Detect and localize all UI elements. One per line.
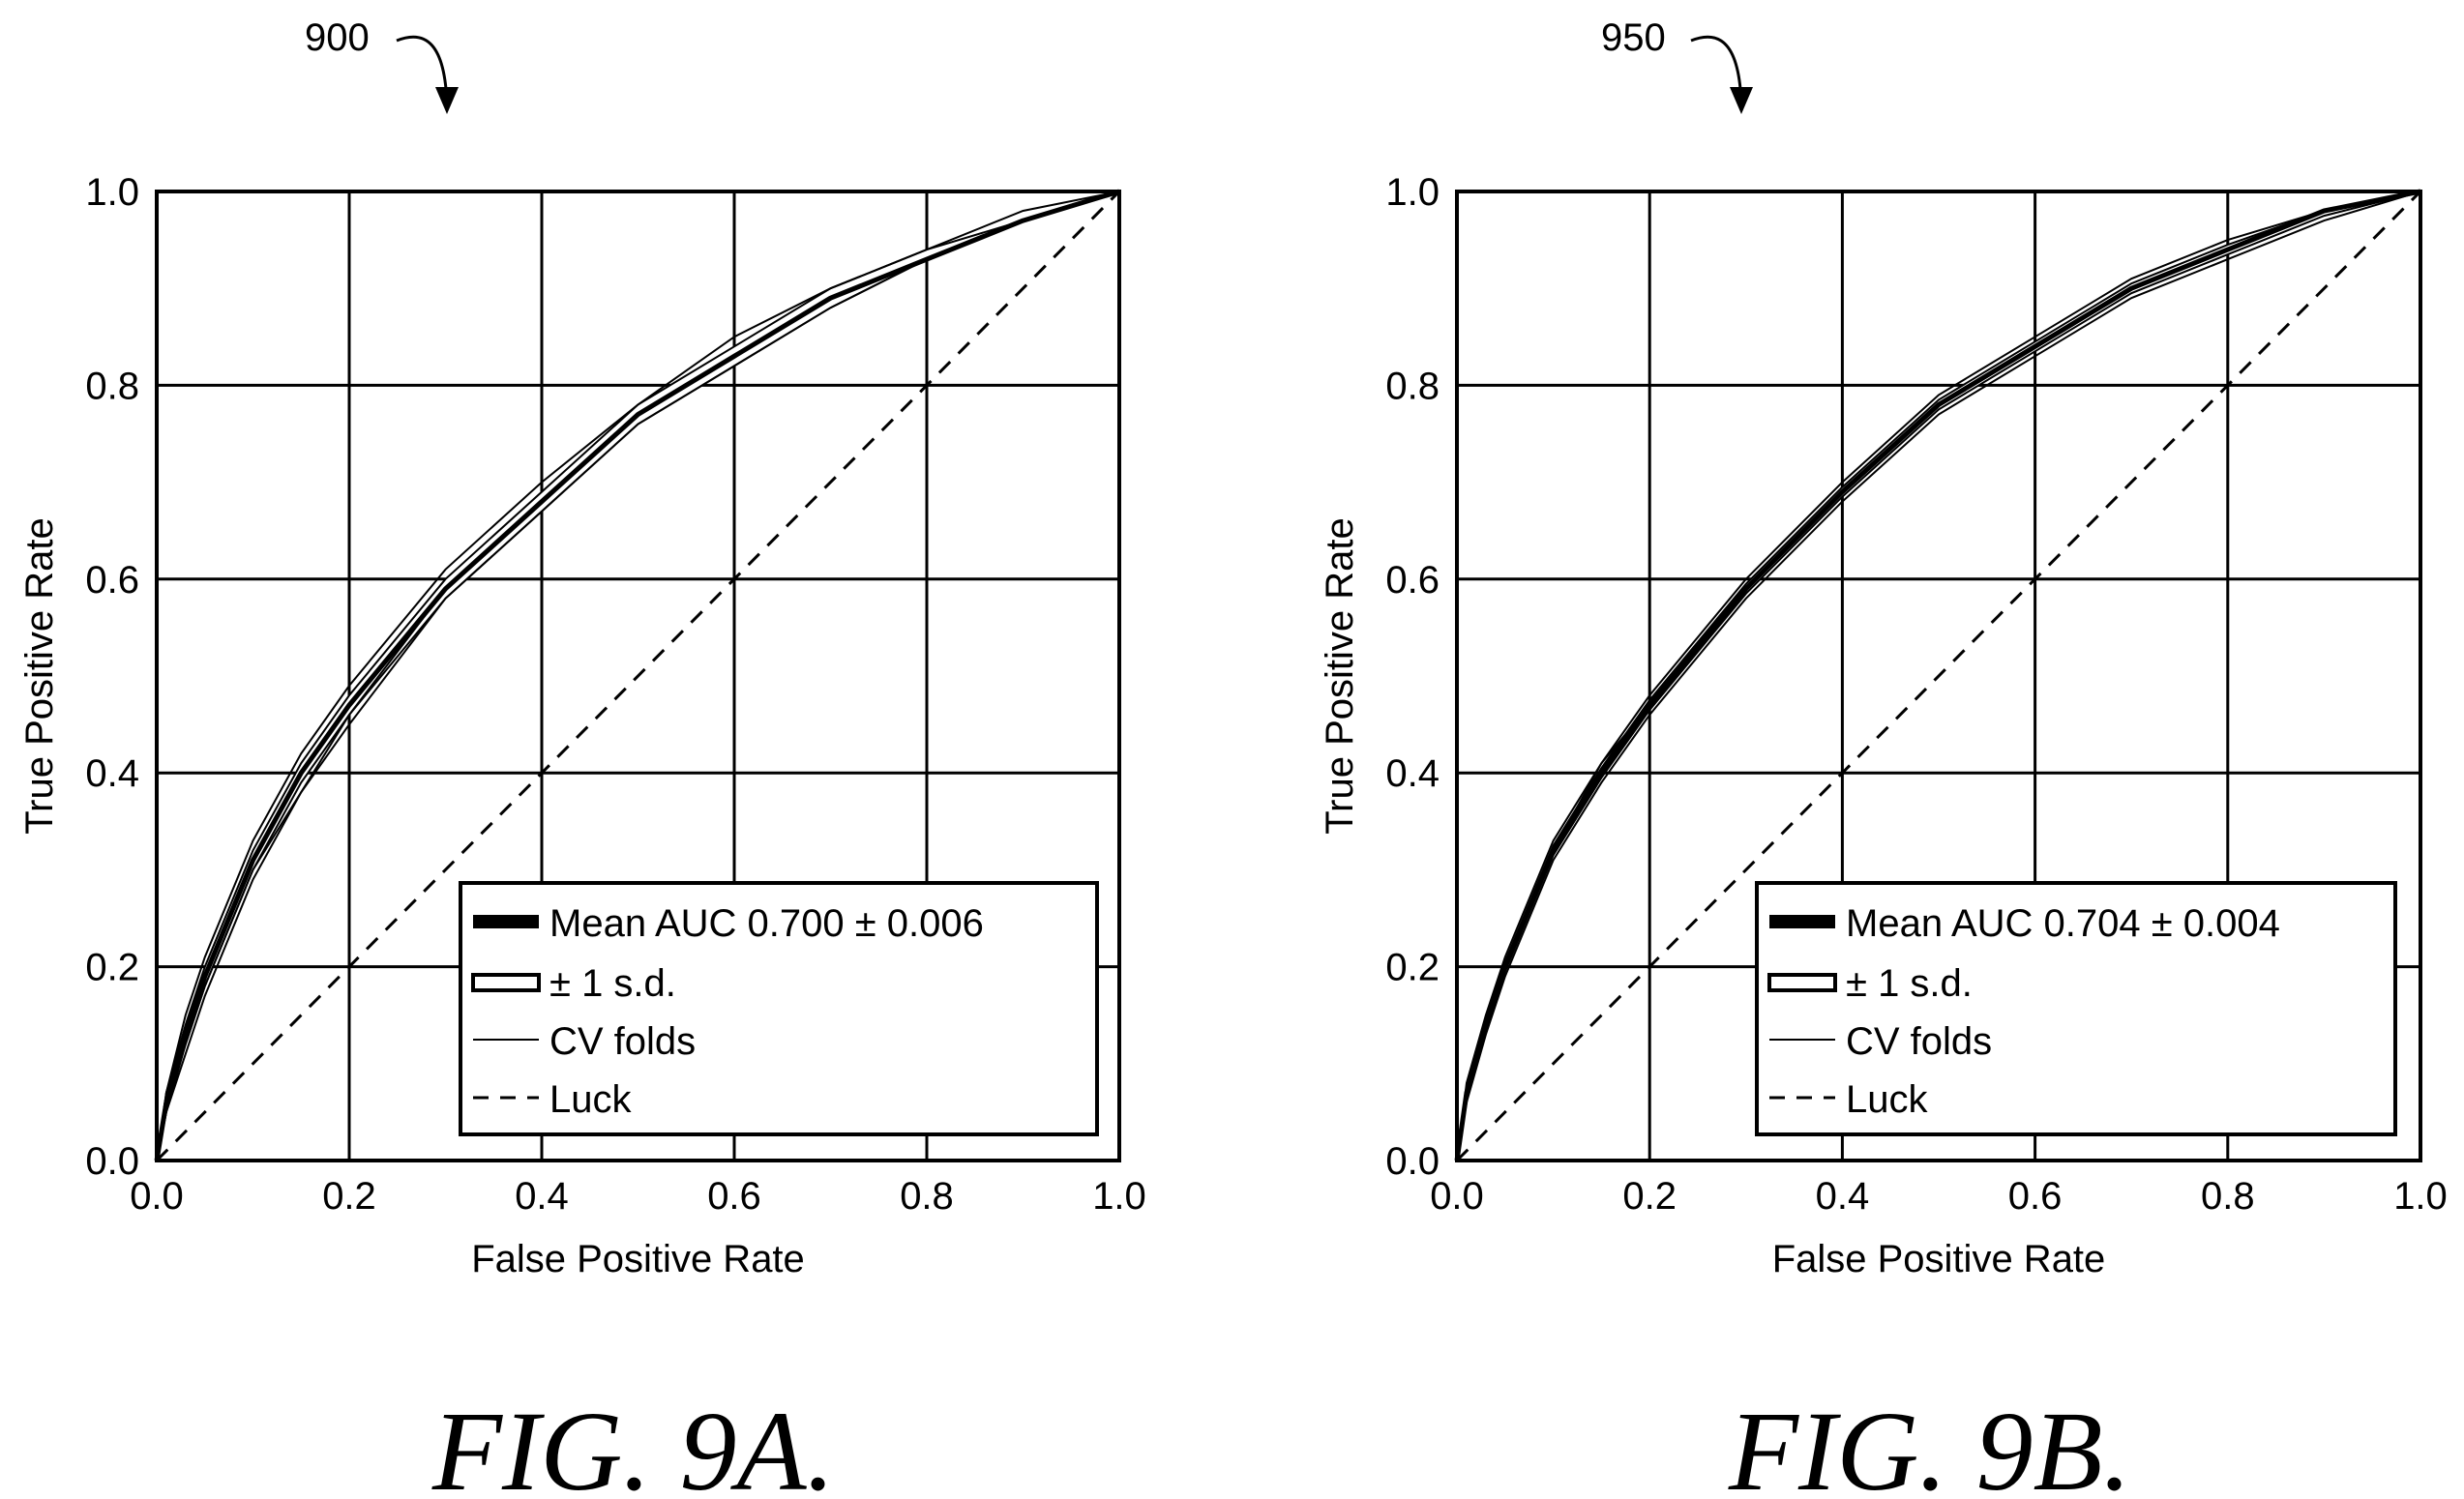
y-tick-label: 1.0 xyxy=(1385,171,1440,214)
y-tick-label: 0.6 xyxy=(85,559,139,602)
y-axis-label: True Positive Rate xyxy=(18,517,61,835)
x-tick-label: 1.0 xyxy=(1092,1175,1146,1218)
y-tick-label: 0.4 xyxy=(85,752,139,795)
x-tick-label: 0.4 xyxy=(1816,1175,1870,1218)
y-tick-label: 1.0 xyxy=(85,171,139,214)
legend-9a: Mean AUC 0.700 ± 0.006 ± 1 s.d. CV folds… xyxy=(459,881,1099,1136)
x-tick-label: 0.4 xyxy=(515,1175,569,1218)
luck-line xyxy=(1455,190,2422,1162)
y-tick-label: 0.8 xyxy=(85,365,139,407)
x-tick-label: 0.2 xyxy=(322,1175,376,1218)
legend-folds-label: CV folds xyxy=(549,1020,696,1063)
figure-caption-9b: FIG. 9B. xyxy=(1728,1388,2131,1499)
roc-plot-9b: 0.0 0.2 0.4 0.6 0.8 1.0 0.0 0.2 0.4 0.6 0.8 1.0 Fals… xyxy=(1319,171,2448,1280)
x-tick-label: 0.2 xyxy=(1622,1175,1677,1218)
reference-arrow-900 xyxy=(396,35,449,105)
x-tick-label: 0.8 xyxy=(900,1175,954,1218)
cv-fold-line xyxy=(1456,191,2421,1161)
legend-luck-label: Luck xyxy=(549,1078,632,1121)
x-tick-label: 0.6 xyxy=(2008,1175,2063,1218)
y-tick-label: 0.2 xyxy=(1385,947,1440,989)
y-tick-label: 0.6 xyxy=(1385,559,1440,602)
legend-sd-swatch xyxy=(471,973,541,992)
y-tick-label: 0.2 xyxy=(85,947,139,989)
reference-arrowhead-950 xyxy=(1730,87,1753,114)
plot-frame xyxy=(155,190,1121,1162)
reference-numeral-950: 950 xyxy=(1601,16,1666,59)
cv-fold-line xyxy=(156,191,1120,1161)
legend-mean-label: Mean AUC 0.700 ± 0.006 xyxy=(549,902,984,945)
x-tick-label: 1.0 xyxy=(2393,1175,2448,1218)
legend-folds-label: CV folds xyxy=(1846,1020,1992,1063)
cv-fold-line xyxy=(156,191,1120,1161)
x-tick-label: 0.6 xyxy=(707,1175,761,1218)
figure-caption-9a: FIG. 9A. xyxy=(431,1388,835,1499)
figure-9b: 950 0.0 0.2 0.4 0.6 0.8 1.0 0.0 0.2 0.4 0.6 0.8 1.0… xyxy=(1319,16,2448,1499)
roc-plot-9a: 0.0 0.2 0.4 0.6 0.8 1.0 0.0 0.2 0.4 0.6 0.8 1.0 Fals… xyxy=(18,171,1146,1280)
luck-line xyxy=(155,190,1121,1162)
x-tick-label: 0.0 xyxy=(1430,1175,1484,1218)
x-tick-label: 0.8 xyxy=(2201,1175,2255,1218)
mean-roc-line xyxy=(154,189,1120,1161)
reference-arrowhead-900 xyxy=(435,87,459,114)
x-tick-label: 0.0 xyxy=(130,1175,184,1218)
y-axis-label: True Positive Rate xyxy=(1319,517,1361,835)
reference-arrow-950 xyxy=(1690,35,1743,105)
y-tick-label: 0.4 xyxy=(1385,752,1440,795)
x-axis-label: False Positive Rate xyxy=(1772,1238,2106,1280)
legend-box xyxy=(459,881,1099,1136)
legend-sd-label: ± 1 s.d. xyxy=(1846,962,1973,1005)
x-axis-label: False Positive Rate xyxy=(471,1238,805,1280)
mean-roc-line xyxy=(1454,189,2421,1161)
legend-9b: Mean AUC 0.704 ± 0.004 ± 1 s.d. CV folds… xyxy=(1755,881,2397,1136)
legend-luck-label: Luck xyxy=(1846,1078,1928,1121)
reference-numeral-900: 900 xyxy=(305,16,370,59)
legend-sd-label: ± 1 s.d. xyxy=(549,962,676,1005)
y-tick-label: 0.0 xyxy=(1385,1140,1440,1183)
y-tick-label: 0.8 xyxy=(1385,365,1440,407)
y-tick-label: 0.0 xyxy=(85,1140,139,1183)
cv-fold-line xyxy=(1456,191,2421,1161)
plot-frame xyxy=(1455,190,2422,1162)
legend-mean-label: Mean AUC 0.704 ± 0.004 xyxy=(1846,902,2280,945)
legend-sd-swatch xyxy=(1767,973,1837,992)
figure-9a: 900 0.0 0.2 0.4 0.6 0.8 1.0 0.0 0.2 0.4 0.6 0.8 1.0… xyxy=(18,16,1146,1499)
legend-box xyxy=(1755,881,2397,1136)
